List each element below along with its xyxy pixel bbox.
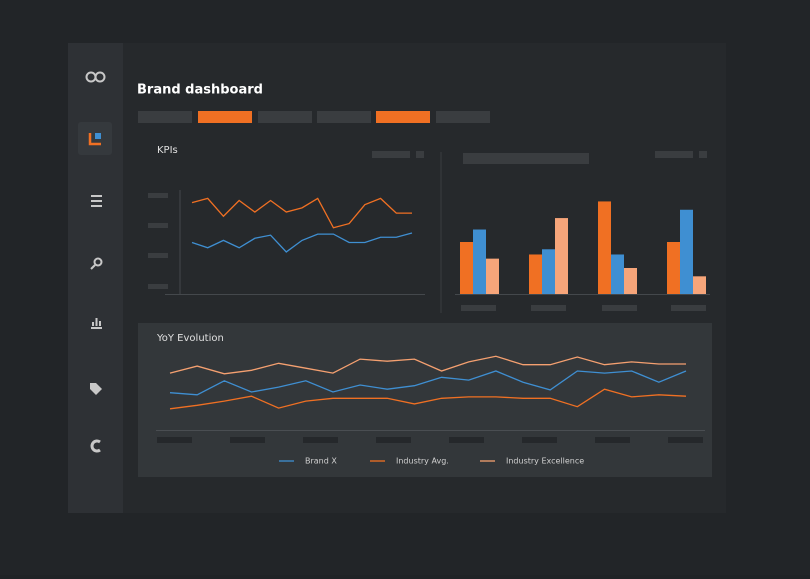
sidebar	[68, 43, 123, 513]
nav-stats[interactable]	[91, 318, 102, 329]
line-series	[169, 388, 687, 410]
icon-dashboard	[88, 133, 101, 146]
bar	[555, 218, 568, 294]
tab-active[interactable]	[198, 111, 252, 123]
legend-label: Industry Avg.	[396, 457, 449, 466]
line-series	[191, 197, 412, 229]
bar	[693, 276, 706, 294]
bar	[667, 242, 680, 294]
tab[interactable]	[258, 111, 312, 123]
line-series	[169, 355, 686, 375]
bar	[542, 249, 555, 294]
bar	[473, 229, 486, 294]
tab-active[interactable]	[376, 111, 430, 123]
bar	[460, 242, 473, 294]
panel-title: YoY Evolution	[156, 333, 224, 344]
icon-dashboard-square	[95, 133, 101, 139]
nav-tags[interactable]	[90, 383, 102, 395]
tab[interactable]	[138, 111, 192, 123]
bar	[680, 209, 693, 294]
bar	[486, 258, 499, 294]
logo	[85, 71, 106, 83]
line-series	[191, 232, 413, 253]
nav-list[interactable]	[91, 195, 102, 207]
page-title: Brand dashboard	[137, 83, 263, 98]
line-series	[169, 370, 687, 396]
tab[interactable]	[436, 111, 490, 123]
placeholders	[157, 437, 703, 443]
nav-search[interactable]	[90, 257, 103, 270]
bar	[624, 268, 637, 294]
legend-label: Brand X	[305, 457, 337, 466]
panel-title: KPIs	[157, 145, 178, 156]
yoy-panel	[138, 323, 712, 477]
bar	[598, 201, 611, 294]
tab[interactable]	[317, 111, 371, 123]
nav-settings[interactable]	[90, 439, 101, 453]
placeholders	[148, 151, 707, 311]
legend-label: Industry Excellence	[506, 457, 584, 466]
bar	[611, 254, 624, 294]
bar	[529, 254, 542, 294]
